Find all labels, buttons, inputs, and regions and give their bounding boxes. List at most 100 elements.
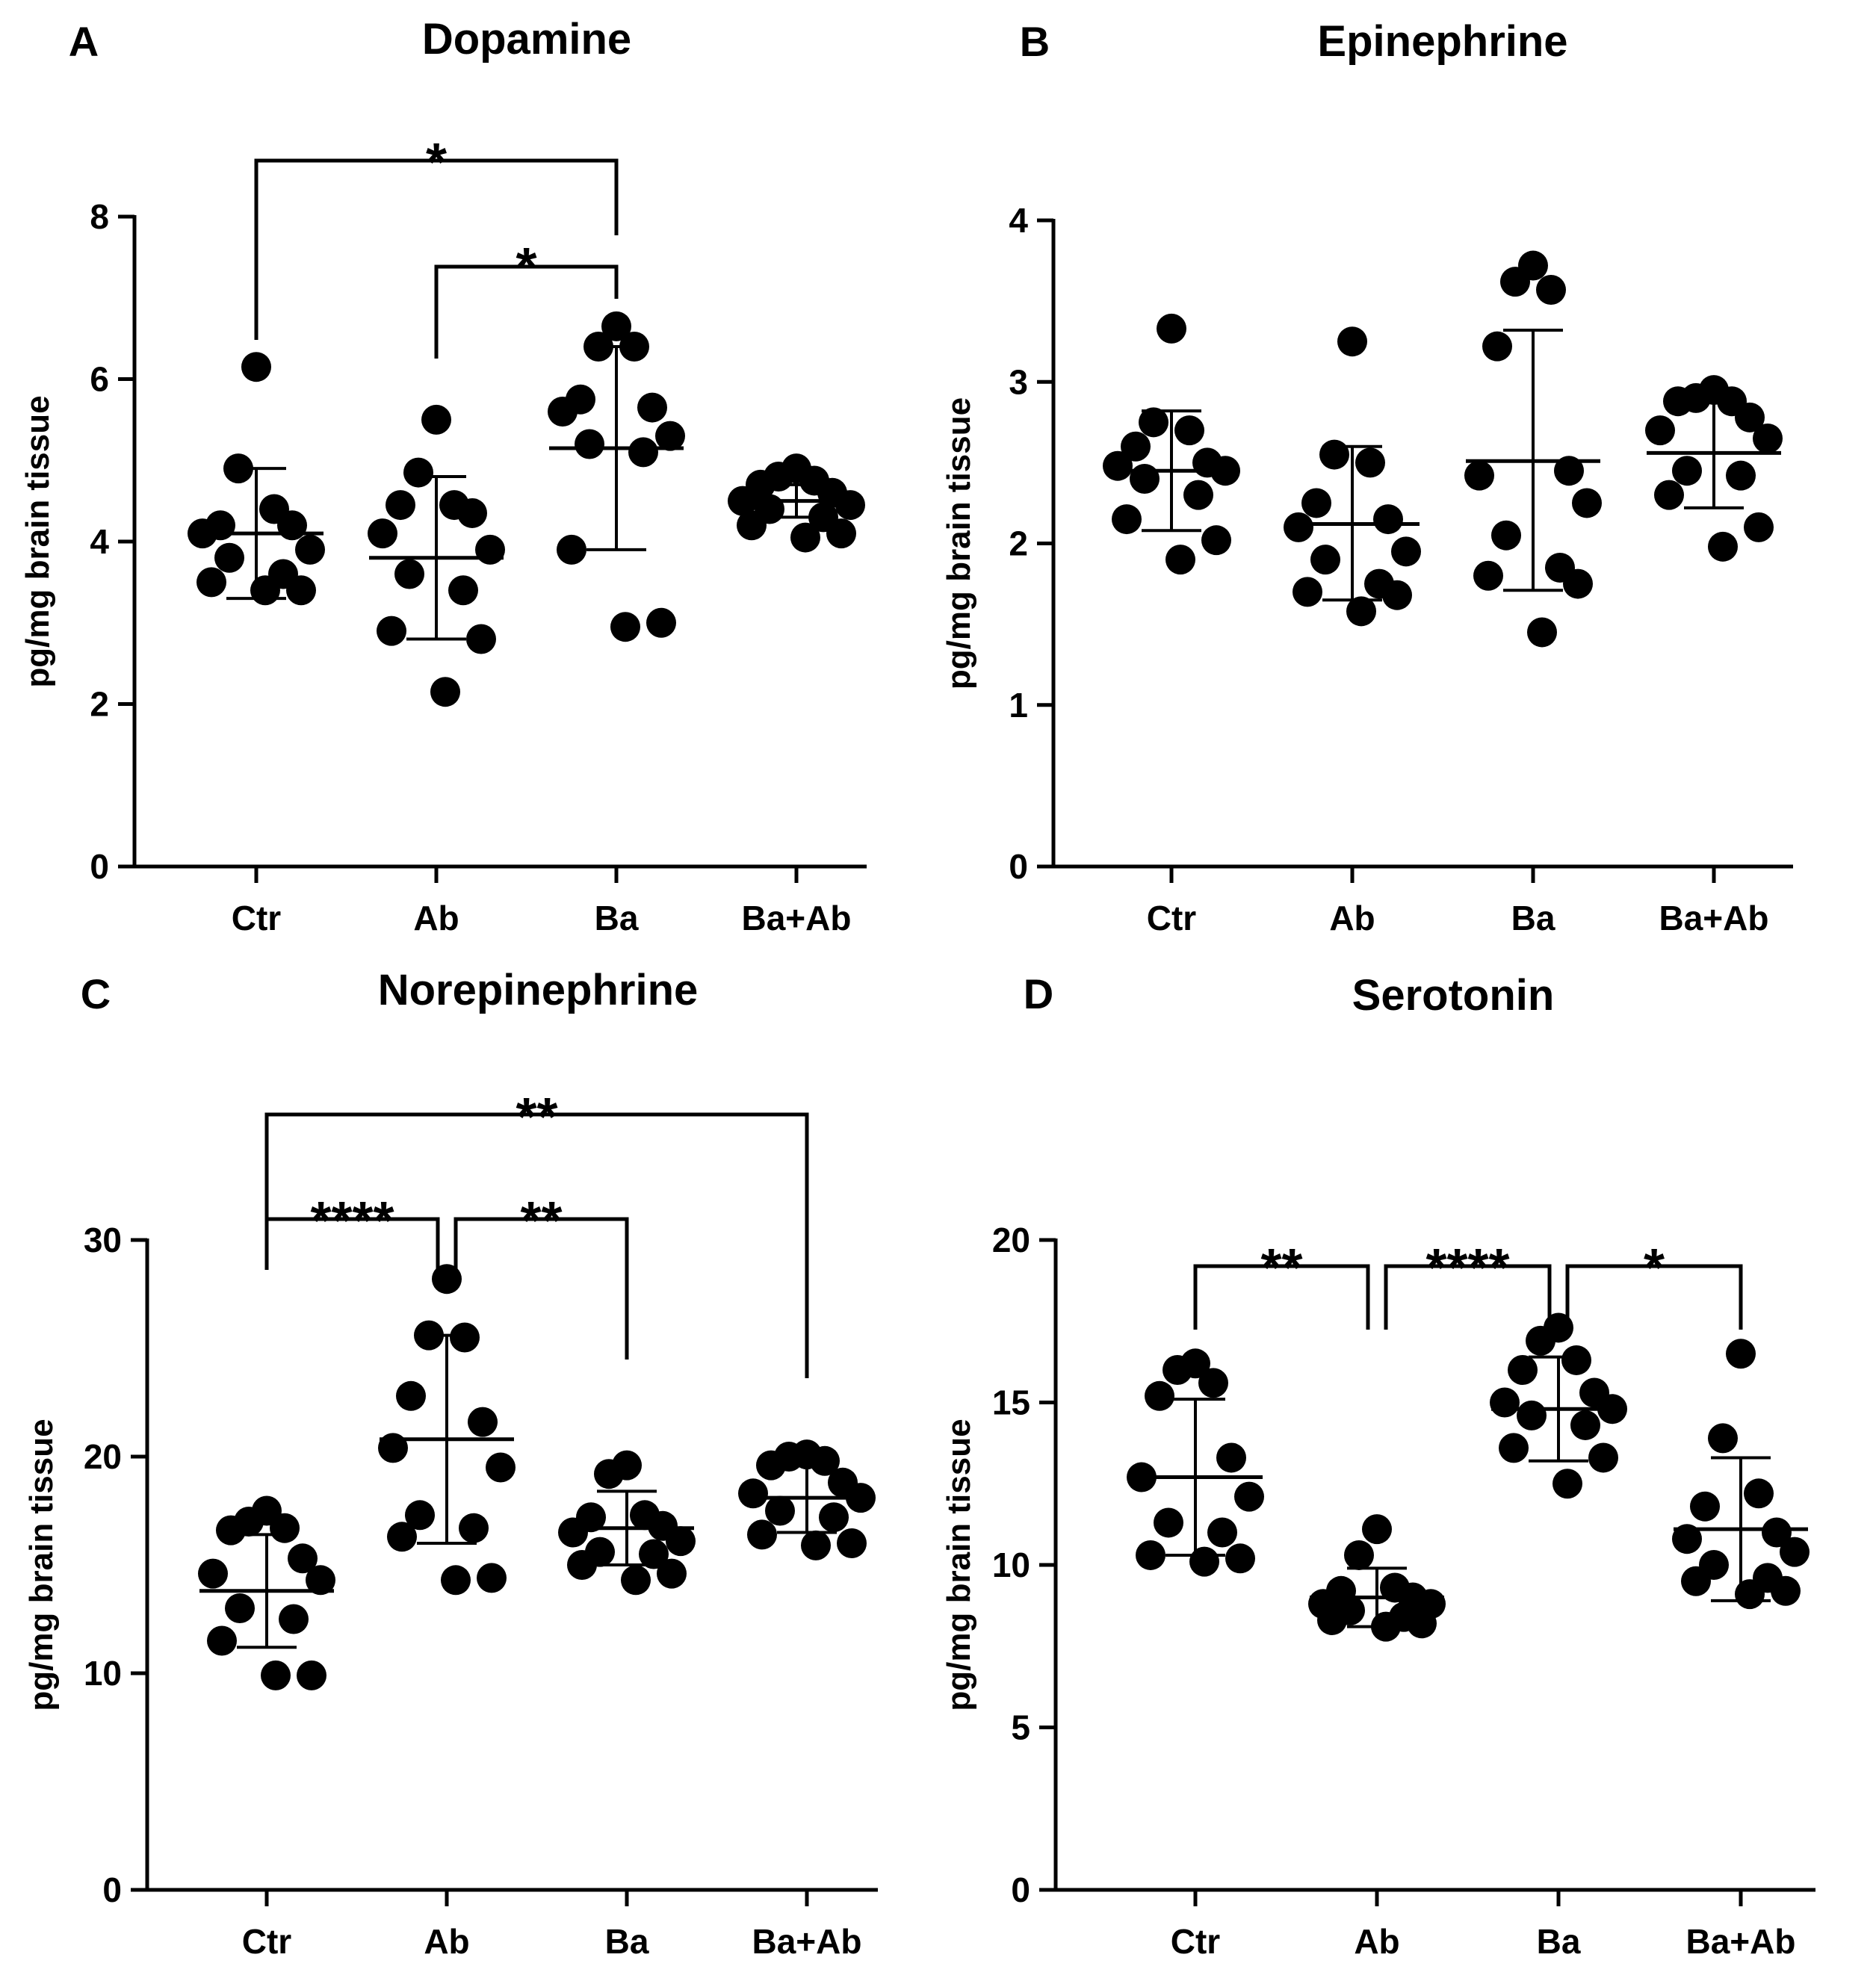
data-point bbox=[288, 1543, 318, 1574]
significance-label: ** bbox=[520, 1191, 562, 1251]
y-tick-label: 30 bbox=[84, 1221, 122, 1259]
bracket-line bbox=[434, 264, 619, 359]
data-point bbox=[216, 1515, 246, 1546]
data-point bbox=[1572, 488, 1602, 518]
data-point bbox=[655, 421, 685, 451]
significance-label: * bbox=[426, 133, 447, 193]
data-point bbox=[837, 1528, 867, 1558]
data-point bbox=[1103, 450, 1133, 481]
data-point bbox=[1499, 1433, 1529, 1463]
data-point bbox=[1690, 1491, 1720, 1522]
data-point bbox=[1771, 1575, 1801, 1606]
data-point bbox=[1726, 460, 1756, 491]
y-tick-label: 0 bbox=[1009, 847, 1028, 886]
significance-label: **** bbox=[1425, 1238, 1509, 1298]
data-point bbox=[557, 534, 586, 565]
significance-bracket: * bbox=[254, 133, 619, 340]
data-point bbox=[368, 518, 397, 549]
data-point bbox=[1198, 1368, 1228, 1398]
x-tick-label: Ba+Ab bbox=[752, 1922, 862, 1961]
data-point bbox=[1588, 1442, 1618, 1473]
data-point bbox=[306, 1565, 335, 1596]
panel-B: B Epinephrine pg/mg brain tissue 0 1 2 3 4 Ctr Ab… bbox=[941, 17, 1793, 937]
group-ab bbox=[368, 404, 505, 707]
panel-title: Norepinephrine bbox=[378, 966, 699, 1014]
data-point bbox=[1561, 1345, 1591, 1375]
data-point bbox=[1344, 1540, 1374, 1570]
data-point bbox=[286, 575, 316, 606]
data-point bbox=[1527, 617, 1557, 648]
data-point bbox=[1473, 560, 1503, 591]
data-point bbox=[1744, 1478, 1774, 1509]
data-point bbox=[737, 510, 767, 541]
data-point bbox=[1317, 1605, 1347, 1635]
bracket-line bbox=[264, 1217, 440, 1270]
data-point bbox=[297, 1660, 326, 1690]
data-point bbox=[1726, 1339, 1756, 1369]
data-point bbox=[637, 392, 667, 423]
data-point bbox=[466, 624, 496, 654]
data-point bbox=[1310, 545, 1340, 575]
data-point bbox=[1216, 1442, 1246, 1473]
x-tick-label: Ctr bbox=[242, 1922, 292, 1961]
group-ba bbox=[1464, 250, 1602, 648]
x-tick-label: Ctr bbox=[1147, 899, 1197, 937]
data-point bbox=[1654, 480, 1684, 510]
data-point bbox=[567, 1550, 597, 1580]
data-point bbox=[421, 404, 451, 435]
data-point bbox=[810, 1445, 840, 1476]
data-point bbox=[1112, 504, 1142, 535]
data-point bbox=[295, 534, 325, 565]
data-point bbox=[1139, 407, 1168, 438]
group-ctr bbox=[188, 352, 325, 606]
panel-title: Dopamine bbox=[422, 15, 631, 63]
data-point bbox=[405, 1500, 435, 1531]
data-point bbox=[477, 1563, 507, 1593]
x-tick-label: Ctr bbox=[232, 899, 282, 937]
panel-letter: D bbox=[1024, 970, 1053, 1017]
data-point bbox=[1136, 1540, 1165, 1570]
data-point bbox=[1554, 456, 1584, 486]
data-point bbox=[1708, 1423, 1738, 1454]
data-point bbox=[558, 1517, 588, 1548]
y-axis-label: pg/mg brain tissue bbox=[19, 395, 56, 687]
y-tick-label: 0 bbox=[102, 1870, 122, 1909]
group-ab bbox=[378, 1264, 516, 1596]
group-ctr bbox=[1127, 1348, 1264, 1577]
data-point bbox=[1672, 1524, 1702, 1554]
group-ctr bbox=[1103, 313, 1240, 575]
y-tick-label: 20 bbox=[84, 1437, 122, 1476]
data-point bbox=[639, 1539, 669, 1569]
data-point bbox=[628, 437, 658, 468]
data-point bbox=[1708, 531, 1738, 562]
data-point bbox=[1319, 439, 1349, 470]
data-point bbox=[225, 1593, 255, 1623]
data-point bbox=[610, 612, 640, 642]
y-tick-label: 0 bbox=[90, 847, 109, 886]
data-point bbox=[765, 1495, 795, 1526]
data-point bbox=[387, 1522, 417, 1552]
data-point bbox=[548, 397, 578, 427]
data-point bbox=[601, 311, 631, 341]
x-tick-label: Ab bbox=[424, 1922, 469, 1961]
panel-letter: C bbox=[81, 970, 111, 1017]
data-point bbox=[448, 575, 478, 606]
data-point bbox=[207, 1625, 237, 1656]
significance-bracket: **** bbox=[264, 1191, 440, 1270]
data-point bbox=[1464, 460, 1494, 491]
data-point bbox=[475, 534, 505, 565]
data-point bbox=[1362, 1514, 1392, 1545]
data-point bbox=[1355, 447, 1385, 478]
data-point bbox=[394, 559, 424, 589]
group-ba bbox=[558, 1450, 696, 1596]
data-point bbox=[270, 1513, 300, 1543]
significance-bracket: ** bbox=[453, 1191, 629, 1360]
data-point bbox=[377, 616, 406, 646]
data-point bbox=[1753, 423, 1783, 453]
significance-label: **** bbox=[310, 1191, 394, 1251]
panel-letter: A bbox=[69, 18, 99, 65]
group-ab bbox=[1308, 1514, 1446, 1642]
data-point bbox=[1553, 1469, 1582, 1499]
y-tick-label: 10 bbox=[992, 1546, 1030, 1584]
data-point bbox=[756, 1450, 786, 1481]
